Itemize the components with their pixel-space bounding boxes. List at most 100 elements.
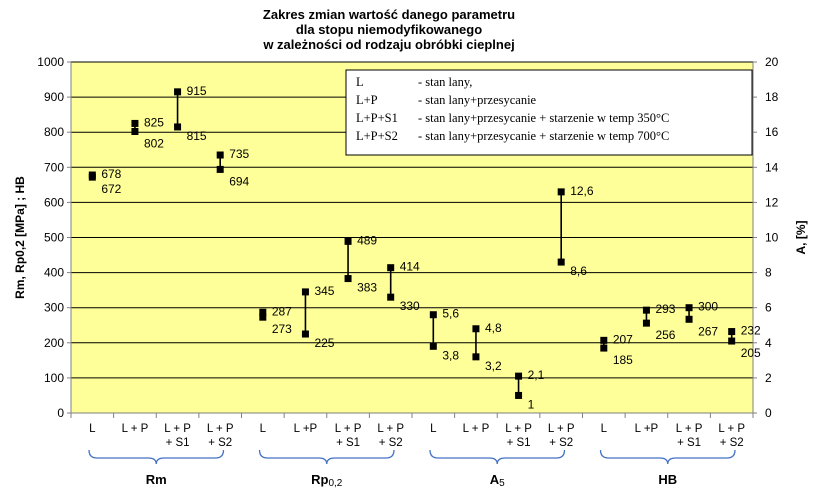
y-tick-label-left: 300	[44, 301, 64, 315]
range-8: 5,6 3,8	[429, 307, 459, 362]
min-marker	[728, 337, 736, 345]
min-marker	[429, 342, 437, 350]
max-label: 915	[187, 84, 207, 98]
min-marker	[174, 123, 182, 131]
y-tick-label-right: 8	[765, 266, 772, 280]
max-label: 825	[144, 115, 164, 129]
range-3: 735 694	[216, 147, 250, 188]
y-tick-label-left: 900	[44, 90, 64, 104]
range-11: 12,6 8,6	[557, 184, 594, 278]
legend-key: L+P	[356, 93, 378, 107]
min-label: 225	[314, 336, 334, 350]
category-label: L + P	[335, 423, 362, 435]
category-label: L	[89, 423, 96, 435]
category-label: L + P	[548, 423, 575, 435]
category-label: L + P	[718, 423, 745, 435]
group-label: Rm	[146, 472, 167, 487]
group-label: Rp0,2	[311, 472, 343, 489]
min-marker	[600, 344, 608, 352]
y-tick-label-right: 14	[765, 160, 779, 174]
min-label: 383	[357, 281, 377, 295]
category-label: L + P	[207, 423, 234, 435]
category-label: L + P	[122, 423, 149, 435]
legend-desc: - stan lany+przesycanie + starzenie w te…	[418, 129, 669, 143]
right-axis-ticks: 0 2 4 6 8 10 12 14 16 18 20	[753, 55, 779, 420]
category-label: L + P	[164, 423, 191, 435]
group-brace	[88, 449, 225, 465]
max-label: 207	[613, 332, 633, 346]
min-label: 815	[187, 129, 207, 143]
range-13: 293 256	[642, 302, 676, 342]
category-label: + S2	[720, 437, 744, 449]
min-label: 273	[272, 322, 292, 336]
min-marker	[642, 319, 650, 327]
legend-desc: - stan lany+przesycanie	[418, 93, 537, 107]
min-marker	[344, 275, 352, 283]
range-15: 232 205	[728, 324, 761, 360]
max-marker	[515, 372, 523, 380]
max-label: 678	[101, 167, 121, 181]
y-tick-label-left: 700	[44, 160, 64, 174]
min-label: 694	[229, 174, 249, 188]
min-marker	[216, 165, 224, 173]
max-label: 414	[400, 260, 420, 274]
range-12: 207 185	[600, 332, 633, 367]
group-brace	[258, 449, 395, 465]
max-label: 232	[741, 324, 761, 338]
y-axis-left-title: Rm, Rp0,2 [MPa] ; HB	[13, 176, 27, 299]
range-2: 915 815	[174, 84, 207, 143]
category-label: + S1	[507, 437, 531, 449]
chart-title-line: Zakres zmian wartość danego parametru	[263, 7, 515, 22]
y-tick-label-left: 0	[57, 406, 64, 420]
legend-key: L+P+S1	[356, 111, 398, 125]
chart-title-line: w zależności od rodzaju obróbki cieplnej	[262, 37, 514, 52]
y-tick-label-left: 100	[44, 371, 64, 385]
legend-desc: - stan lany,	[418, 75, 472, 89]
y-tick-label-left: 1000	[37, 55, 64, 69]
min-marker	[259, 313, 267, 321]
category-label: L + P	[463, 423, 490, 435]
y-tick-label-left: 500	[44, 231, 64, 245]
min-label: 185	[613, 353, 633, 367]
max-marker	[685, 304, 693, 312]
max-label: 287	[272, 304, 292, 318]
max-label: 293	[655, 302, 675, 316]
category-label: L + P	[505, 423, 532, 435]
y-tick-label-right: 10	[765, 231, 779, 245]
range-5: 345 225	[301, 284, 335, 350]
max-marker	[557, 188, 565, 196]
min-label: 1	[528, 397, 535, 411]
max-marker	[301, 288, 309, 296]
y-tick-label-right: 6	[765, 301, 772, 315]
min-label: 3,2	[485, 359, 502, 373]
y-tick-label-right: 20	[765, 55, 779, 69]
category-label: + S1	[677, 437, 701, 449]
range-14: 300 267	[685, 300, 718, 338]
category-label: + S2	[549, 437, 573, 449]
max-marker	[344, 237, 352, 245]
min-label: 3,8	[442, 348, 459, 362]
min-marker	[131, 127, 139, 135]
legend-key: L	[356, 75, 364, 89]
category-label: L	[430, 423, 437, 435]
max-marker	[472, 325, 480, 333]
group-label: HB	[658, 472, 677, 487]
legend-box	[345, 69, 753, 156]
group-label: A5	[490, 472, 505, 489]
max-marker	[387, 264, 395, 272]
range-10: 2,11	[515, 368, 545, 411]
category-label: L + P	[377, 423, 404, 435]
max-label: 2,1	[528, 368, 545, 382]
chart-title: Zakres zmian wartość danego parametrudla…	[262, 7, 515, 52]
category-label: + S2	[208, 437, 232, 449]
max-marker	[174, 88, 182, 96]
max-label: 735	[229, 147, 249, 161]
legend: L - stan lany, L+P - stan lany+przesycanie L…	[345, 69, 753, 156]
min-marker	[685, 315, 693, 323]
y-tick-label-right: 0	[765, 406, 772, 420]
max-label: 5,6	[442, 307, 459, 321]
y-tick-label-left: 800	[44, 125, 64, 139]
min-label: 330	[400, 299, 420, 313]
